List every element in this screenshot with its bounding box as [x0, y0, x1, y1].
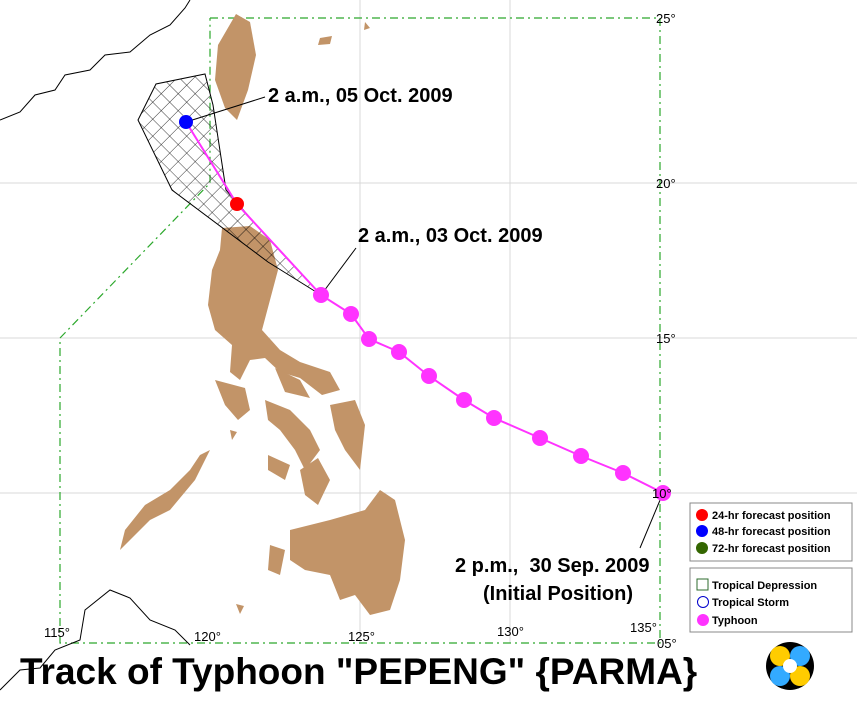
annotation: 2 a.m., 05 Oct. 2009	[268, 85, 453, 107]
lat-label: 10°	[652, 486, 672, 501]
legend-label: 48-hr forecast position	[712, 526, 831, 538]
track-points	[313, 287, 671, 501]
annotation: 2 p.m., 30 Sep. 2009	[455, 555, 650, 577]
lon-label: 135°	[630, 620, 657, 635]
logo	[766, 642, 814, 690]
leader-lines	[185, 96, 664, 549]
graticule	[0, 0, 857, 643]
legend-label: 24-hr forecast position	[712, 510, 831, 522]
legend-label: 72-hr forecast position	[712, 543, 831, 555]
lon-label: 130°	[497, 624, 524, 639]
lat-label: 25°	[656, 11, 676, 26]
map-title: Track of Typhoon "PEPENG" {PARMA}	[20, 651, 697, 692]
annotation: 2 a.m., 03 Oct. 2009	[358, 225, 543, 247]
legend-label: Typhoon	[712, 615, 758, 627]
landmass	[120, 14, 405, 615]
par-boundary	[59, 17, 661, 644]
coastline	[0, 0, 191, 691]
forecast-24hr	[230, 197, 244, 211]
lon-label: 115°	[44, 625, 70, 640]
lon-label: 120°	[194, 629, 221, 644]
lat-label: 15°	[656, 331, 676, 346]
lat-label: 20°	[656, 176, 676, 191]
lat-label: 05°	[657, 636, 677, 651]
legend-label: Tropical Depression	[712, 580, 817, 592]
lon-label: 125°	[348, 629, 375, 644]
legend-label: Tropical Storm	[712, 597, 789, 609]
legend-forecast: 24-hr forecast position 48-hr forecast p…	[689, 502, 853, 562]
legend-intensity: Tropical Depression Tropical Storm Typho…	[689, 567, 853, 633]
annotation: (Initial Position)	[483, 583, 633, 605]
forecast-48hr	[179, 115, 193, 129]
